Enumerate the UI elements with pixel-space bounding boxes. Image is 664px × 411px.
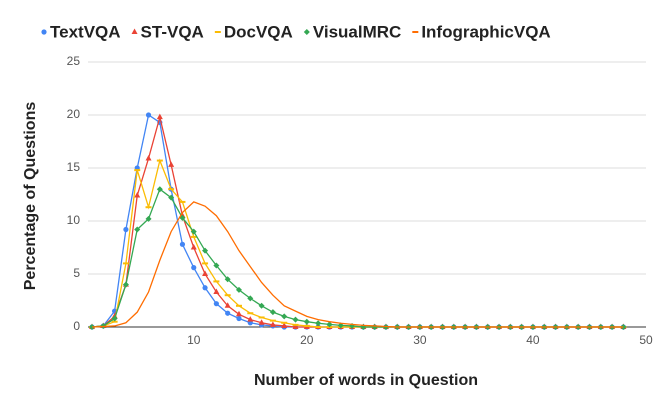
x-tick-label: 30 bbox=[413, 333, 427, 347]
legend-marker bbox=[412, 31, 419, 33]
legend-item: DocVQA bbox=[214, 22, 293, 41]
series-line bbox=[91, 158, 624, 328]
data-point bbox=[236, 315, 242, 322]
data-point bbox=[303, 324, 310, 327]
x-axis-title: Number of words in Question bbox=[254, 372, 478, 389]
data-point bbox=[190, 235, 197, 238]
legend-label: TextVQA bbox=[50, 22, 121, 41]
data-point bbox=[202, 247, 209, 254]
legend-marker bbox=[214, 31, 221, 33]
data-point bbox=[202, 285, 208, 291]
data-point bbox=[303, 318, 310, 325]
legend-label: DocVQA bbox=[224, 22, 293, 41]
data-point bbox=[281, 321, 288, 324]
data-point bbox=[258, 302, 265, 309]
legend-item: TextVQA bbox=[41, 22, 121, 41]
data-point bbox=[269, 309, 276, 316]
legend-label: ST-VQA bbox=[141, 22, 204, 41]
y-tick-label: 20 bbox=[67, 107, 81, 121]
data-point bbox=[145, 154, 152, 161]
data-point bbox=[190, 228, 197, 235]
data-point bbox=[122, 281, 129, 288]
data-point bbox=[156, 159, 163, 162]
x-tick-label: 40 bbox=[526, 333, 540, 347]
data-point bbox=[315, 320, 322, 327]
data-point bbox=[224, 276, 231, 283]
legend-label: InfographicVQA bbox=[421, 22, 550, 41]
data-point bbox=[156, 186, 163, 193]
legend-item: InfographicVQA bbox=[412, 22, 551, 41]
data-point bbox=[247, 312, 254, 315]
y-tick-label: 5 bbox=[73, 266, 80, 280]
legend-marker bbox=[131, 28, 138, 34]
legend-item: VisualMRC bbox=[303, 22, 402, 41]
y-tick-label: 15 bbox=[67, 160, 81, 174]
series-line bbox=[91, 188, 624, 328]
data-point bbox=[111, 315, 118, 322]
data-point bbox=[213, 288, 220, 295]
legend-item: ST-VQA bbox=[131, 22, 204, 41]
y-tick-label: 10 bbox=[67, 213, 81, 227]
data-point bbox=[258, 316, 265, 319]
y-axis-title: Percentage of Questions bbox=[22, 102, 39, 291]
data-point bbox=[258, 319, 265, 325]
data-point bbox=[326, 321, 333, 328]
data-point bbox=[247, 295, 254, 302]
data-point bbox=[213, 262, 220, 269]
data-point bbox=[179, 200, 186, 203]
data-point bbox=[122, 262, 129, 265]
data-point bbox=[225, 310, 231, 316]
data-point bbox=[202, 270, 209, 276]
legend-label: VisualMRC bbox=[313, 22, 402, 41]
y-tick-label: 0 bbox=[73, 319, 80, 333]
data-point bbox=[281, 313, 288, 320]
data-point bbox=[190, 244, 197, 250]
data-point bbox=[191, 265, 197, 271]
data-point bbox=[111, 320, 118, 323]
data-point bbox=[168, 161, 175, 167]
data-point bbox=[292, 323, 299, 326]
data-point bbox=[371, 324, 378, 330]
data-point bbox=[247, 316, 254, 322]
data-point bbox=[134, 192, 141, 198]
data-point bbox=[213, 280, 220, 283]
data-point bbox=[168, 188, 175, 191]
data-point bbox=[202, 262, 209, 265]
data-point bbox=[292, 316, 299, 323]
data-point bbox=[235, 286, 242, 293]
data-point bbox=[269, 319, 276, 322]
data-point bbox=[315, 326, 322, 328]
data-point bbox=[168, 194, 175, 201]
data-point bbox=[179, 241, 186, 247]
data-point bbox=[213, 301, 219, 307]
series-line bbox=[91, 201, 624, 328]
data-point bbox=[156, 113, 163, 120]
data-point bbox=[134, 226, 141, 233]
data-point bbox=[235, 304, 242, 307]
x-tick-label: 20 bbox=[300, 333, 314, 347]
data-point bbox=[281, 322, 288, 328]
data-point bbox=[292, 323, 299, 329]
data-point bbox=[224, 302, 231, 308]
data-point bbox=[235, 310, 242, 317]
legend-marker bbox=[303, 29, 310, 35]
data-point bbox=[145, 112, 152, 118]
data-point bbox=[145, 215, 152, 222]
data-point bbox=[134, 169, 141, 172]
legend-marker bbox=[41, 29, 47, 35]
data-point bbox=[224, 294, 231, 297]
x-tick-label: 50 bbox=[639, 333, 653, 347]
series-line bbox=[91, 116, 624, 328]
x-tick-label: 10 bbox=[187, 333, 201, 347]
y-tick-label: 25 bbox=[67, 54, 81, 68]
data-point bbox=[145, 206, 152, 209]
data-point bbox=[269, 321, 276, 327]
data-point bbox=[123, 226, 129, 233]
